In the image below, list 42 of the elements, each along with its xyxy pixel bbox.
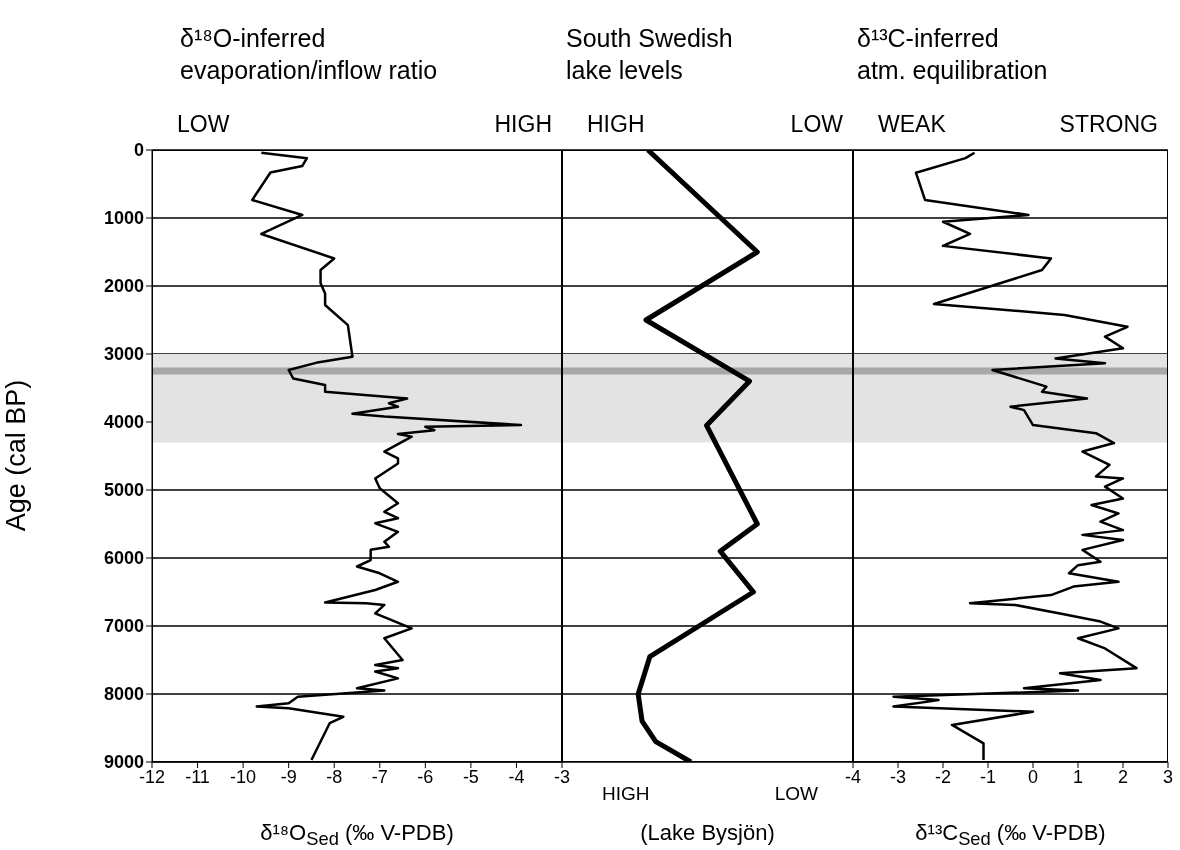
y-tick-label: 6000 [103, 548, 144, 569]
x-axis-title: δ¹⁸O$_{Sed}$ (‰ V-PDB) [259, 820, 455, 850]
text: WEAK [878, 111, 946, 138]
x-tick-label: 2 [1117, 766, 1129, 787]
x-tick-label: 1 [1072, 766, 1084, 787]
y-tick-label: 5000 [103, 480, 144, 501]
y-tick-label: 1000 [103, 208, 144, 229]
x-tick-label: -4 [844, 766, 862, 787]
y-tick-label: 7000 [103, 616, 144, 637]
chart-title: δ¹³C-inferred atm. equilibration [857, 23, 1048, 86]
y-tick-label: 4000 [103, 412, 144, 433]
x-tick-label: -8 [326, 766, 343, 787]
x-tick-label: -5 [462, 766, 479, 787]
x-tick-label: -11 [185, 766, 210, 787]
y-tick-label: 8000 [103, 684, 144, 705]
y-tick-label: 2000 [103, 276, 144, 297]
text: HIGH [587, 111, 645, 138]
text: HIGH [494, 111, 552, 138]
x-tick-label: -4 [508, 766, 525, 787]
x-tick-label: -9 [280, 766, 297, 787]
x-tick-label: 3 [1162, 766, 1174, 787]
x-tick-label: -10 [230, 766, 257, 787]
y-axis-title: Age (cal BP) [0, 378, 32, 534]
x-tick-label: -3 [889, 766, 907, 787]
x-tick-label: -3 [553, 766, 571, 787]
chart-title: δ¹⁸O-inferred evaporation/inflow ratio [180, 23, 438, 86]
text: LOW [790, 111, 843, 138]
text: LOW [177, 111, 230, 138]
x-axis-title: δ¹³C$_{Sed}$ (‰ V-PDB) [914, 820, 1107, 850]
text: STRONG [1059, 111, 1158, 138]
text: HIGH [602, 783, 650, 805]
text: LOW [774, 783, 818, 805]
x-axis-title: (Lake Bysjön) [639, 820, 776, 846]
x-tick-label: -6 [417, 766, 434, 787]
x-tick-label: -2 [934, 766, 952, 787]
y-tick-label: 3000 [103, 344, 144, 365]
y-tick-label: 0 [133, 140, 144, 161]
x-tick-label: -7 [371, 766, 388, 787]
y-tick-label: 9000 [103, 752, 144, 773]
chart-title: South Swedish lake levels [566, 23, 733, 86]
x-tick-label: -1 [979, 766, 997, 787]
x-tick-label: 0 [1027, 766, 1039, 787]
